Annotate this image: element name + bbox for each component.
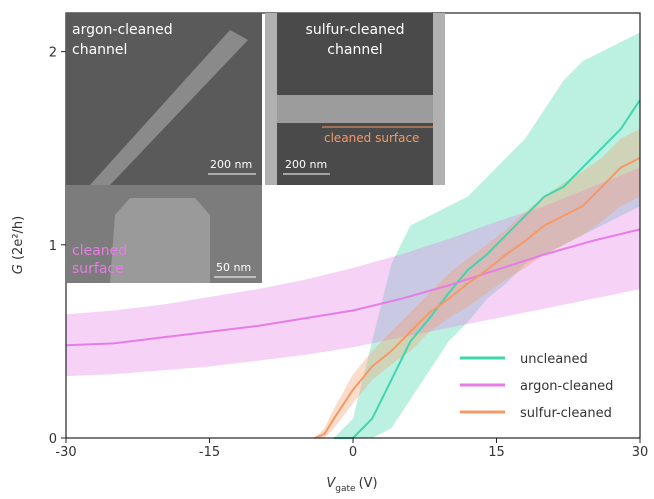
y-label-var: G [11,264,26,274]
x-tick-label: 0 [349,445,357,460]
x-label-unit: (V) [359,476,378,491]
y-tick-label: 0 [49,432,57,447]
legend-label: argon-cleaned [520,379,613,394]
legend-label: sulfur-cleaned [520,406,612,421]
inset-label: argon-cleaned [72,22,173,38]
inset-label: surface [72,261,124,277]
sem-edge [265,13,277,185]
y-tick-label: 2 [49,46,57,61]
inset-label: sulfur-cleaned [306,22,405,38]
y-label-unit: (2e²/h) [11,216,26,260]
scale-label: 200 nm [210,158,252,171]
x-tick-label: -30 [55,445,76,460]
line [314,156,641,439]
scale-label: 200 nm [285,158,327,171]
x-axis-label: Vgate (V) [326,476,377,494]
nanowire [277,95,433,123]
x-label-var: V [326,476,336,491]
error-band [314,128,640,438]
scale-label: 50 nm [216,261,251,274]
contact [110,198,210,283]
line [65,228,641,347]
inset-label: cleaned surface [324,131,419,145]
legend-label: uncleaned [520,352,588,367]
line [333,99,641,439]
nanowire [90,30,248,185]
y-axis-label: G (2e²/h) [11,216,26,274]
inset-label: channel [72,42,127,58]
y-tick-label: 1 [49,239,57,254]
x-tick-label: 15 [488,445,505,460]
inset-images [66,13,445,283]
error-band [333,32,640,439]
plot-area [61,12,641,443]
x-label-sub: gate [335,484,356,494]
inset-label: cleaned [72,243,127,259]
sem-edge [433,13,445,185]
error-band [66,167,640,377]
x-tick-label: -15 [199,445,220,460]
x-tick-label: 30 [632,445,649,460]
inset-label: channel [327,42,382,58]
